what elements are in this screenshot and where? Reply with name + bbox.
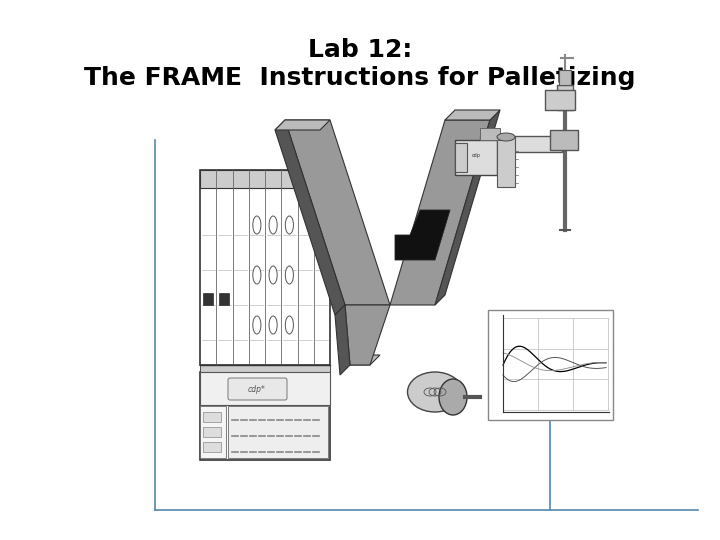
Bar (480, 128, 500, 140)
Polygon shape (275, 120, 330, 130)
Bar (200, 170, 330, 188)
Text: cdp: cdp (472, 153, 480, 159)
Bar (455, 143, 467, 172)
Polygon shape (435, 110, 500, 305)
Polygon shape (395, 210, 450, 260)
Bar (455, 140, 497, 175)
Polygon shape (335, 305, 350, 375)
Bar (200, 372, 330, 460)
Bar (200, 365, 330, 373)
Ellipse shape (269, 316, 277, 334)
Ellipse shape (253, 216, 261, 234)
Polygon shape (345, 305, 390, 365)
Ellipse shape (253, 316, 261, 334)
Ellipse shape (439, 379, 467, 415)
Bar (557, 85, 573, 110)
Ellipse shape (285, 316, 294, 334)
Bar (545, 90, 575, 110)
Bar (220, 293, 229, 305)
Ellipse shape (497, 133, 515, 141)
Bar (228, 406, 328, 458)
Bar (480, 136, 562, 152)
Text: cdp*: cdp* (248, 384, 266, 394)
Ellipse shape (408, 372, 462, 412)
Ellipse shape (269, 266, 277, 284)
Text: The FRAME  Instructions for Palletizing: The FRAME Instructions for Palletizing (84, 66, 636, 90)
Bar (559, 70, 571, 85)
Ellipse shape (269, 216, 277, 234)
Ellipse shape (285, 266, 294, 284)
Ellipse shape (285, 216, 294, 234)
Bar (497, 137, 515, 187)
Bar (200, 406, 226, 458)
Polygon shape (390, 120, 490, 305)
Bar (203, 427, 221, 437)
Bar (200, 170, 330, 365)
Bar (203, 412, 221, 422)
Bar (203, 442, 221, 452)
FancyBboxPatch shape (228, 378, 287, 400)
Bar (550, 130, 578, 150)
Bar (488, 310, 613, 420)
Polygon shape (275, 120, 345, 315)
Polygon shape (285, 120, 390, 305)
Polygon shape (350, 355, 380, 365)
Bar (200, 372, 330, 405)
Polygon shape (445, 110, 500, 120)
Ellipse shape (253, 266, 261, 284)
Text: Lab 12:: Lab 12: (308, 38, 412, 62)
Bar (203, 293, 212, 305)
